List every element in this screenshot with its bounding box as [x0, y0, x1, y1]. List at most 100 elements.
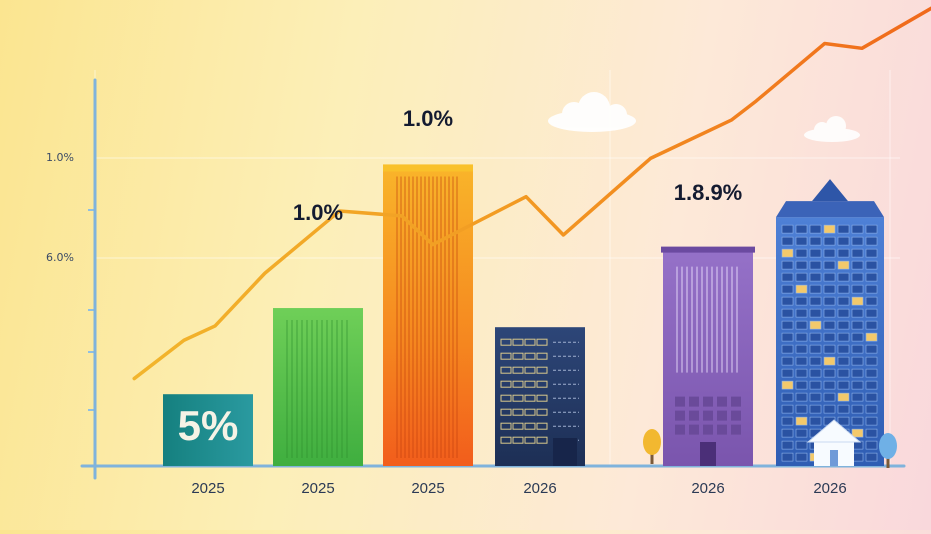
building-window: [795, 320, 808, 330]
building-window: [512, 338, 524, 346]
building-window: [851, 344, 864, 354]
x-tick-label: 2026: [691, 480, 725, 497]
building-window: [795, 452, 808, 462]
building-window: [795, 380, 808, 390]
building-window: [851, 296, 864, 306]
building-window: [500, 380, 512, 388]
building-window: [512, 352, 524, 360]
building-window: [781, 284, 794, 294]
building-window: [524, 338, 536, 346]
building-window: [795, 416, 808, 426]
house-door: [830, 450, 838, 466]
building-window: [781, 416, 794, 426]
building-window: [731, 424, 741, 435]
building-window: [781, 320, 794, 330]
building-window: [865, 392, 878, 402]
building-window: [865, 320, 878, 330]
building-window: [689, 396, 699, 407]
building-window: [781, 224, 794, 234]
building-window: [837, 332, 850, 342]
building-window: [851, 260, 864, 270]
building-window: [500, 408, 512, 416]
building-window: [512, 436, 524, 444]
building-window: [823, 284, 836, 294]
building-window: [809, 224, 822, 234]
building-window: [512, 394, 524, 402]
building-window: [536, 366, 548, 374]
building-window: [823, 308, 836, 318]
building-window: [837, 344, 850, 354]
building-window: [837, 308, 850, 318]
building-window: [837, 224, 850, 234]
building-window: [795, 440, 808, 450]
building-window: [795, 236, 808, 246]
building-window: [865, 224, 878, 234]
building-window: [809, 332, 822, 342]
building-window: [795, 272, 808, 282]
building-window: [851, 320, 864, 330]
building-window: [731, 410, 741, 421]
building-window: [795, 224, 808, 234]
building-door: [700, 442, 716, 466]
building-window: [675, 424, 685, 435]
building-window: [851, 332, 864, 342]
building-window: [795, 332, 808, 342]
building-window: [781, 440, 794, 450]
building-window: [675, 396, 685, 407]
building-window: [781, 272, 794, 282]
building-window: [851, 380, 864, 390]
building-window: [851, 236, 864, 246]
building-window: [809, 320, 822, 330]
data-label: 5%: [177, 402, 239, 450]
building-window: [524, 436, 536, 444]
building-window: [809, 284, 822, 294]
data-label: 1.0%: [292, 200, 344, 225]
building-window: [795, 260, 808, 270]
building-window: [823, 332, 836, 342]
building-window: [781, 380, 794, 390]
building-window: [823, 380, 836, 390]
building-window: [851, 272, 864, 282]
building-window: [512, 380, 524, 388]
trend-line: [132, 6, 931, 381]
building-roof: [812, 179, 848, 202]
building-window: [809, 260, 822, 270]
building-window: [795, 404, 808, 414]
building-window: [823, 296, 836, 306]
building-window: [795, 248, 808, 258]
building-window: [851, 308, 864, 318]
building-window: [865, 236, 878, 246]
building-window: [512, 422, 524, 430]
building-window: [524, 352, 536, 360]
building-window: [865, 272, 878, 282]
building-window: [795, 428, 808, 438]
building-window: [823, 392, 836, 402]
building-window: [837, 236, 850, 246]
building-window: [865, 296, 878, 306]
building-window: [865, 284, 878, 294]
bar: [163, 394, 253, 466]
building-window: [536, 422, 548, 430]
decorations-layer: [286, 164, 897, 468]
building-window: [865, 380, 878, 390]
bar-cap: [661, 246, 755, 253]
building-window: [837, 392, 850, 402]
building-window: [851, 392, 864, 402]
building-window: [837, 416, 850, 426]
building-window: [781, 392, 794, 402]
building-window: [865, 260, 878, 270]
building-window: [512, 366, 524, 374]
building-window: [809, 392, 822, 402]
building-window: [823, 236, 836, 246]
building-window: [837, 260, 850, 270]
building-window: [536, 408, 548, 416]
building-window: [536, 338, 548, 346]
building-window: [781, 356, 794, 366]
building-window: [865, 452, 878, 462]
building-window: [823, 272, 836, 282]
building-window: [865, 368, 878, 378]
building-window: [781, 452, 794, 462]
building-window: [731, 396, 741, 407]
building-window: [837, 356, 850, 366]
